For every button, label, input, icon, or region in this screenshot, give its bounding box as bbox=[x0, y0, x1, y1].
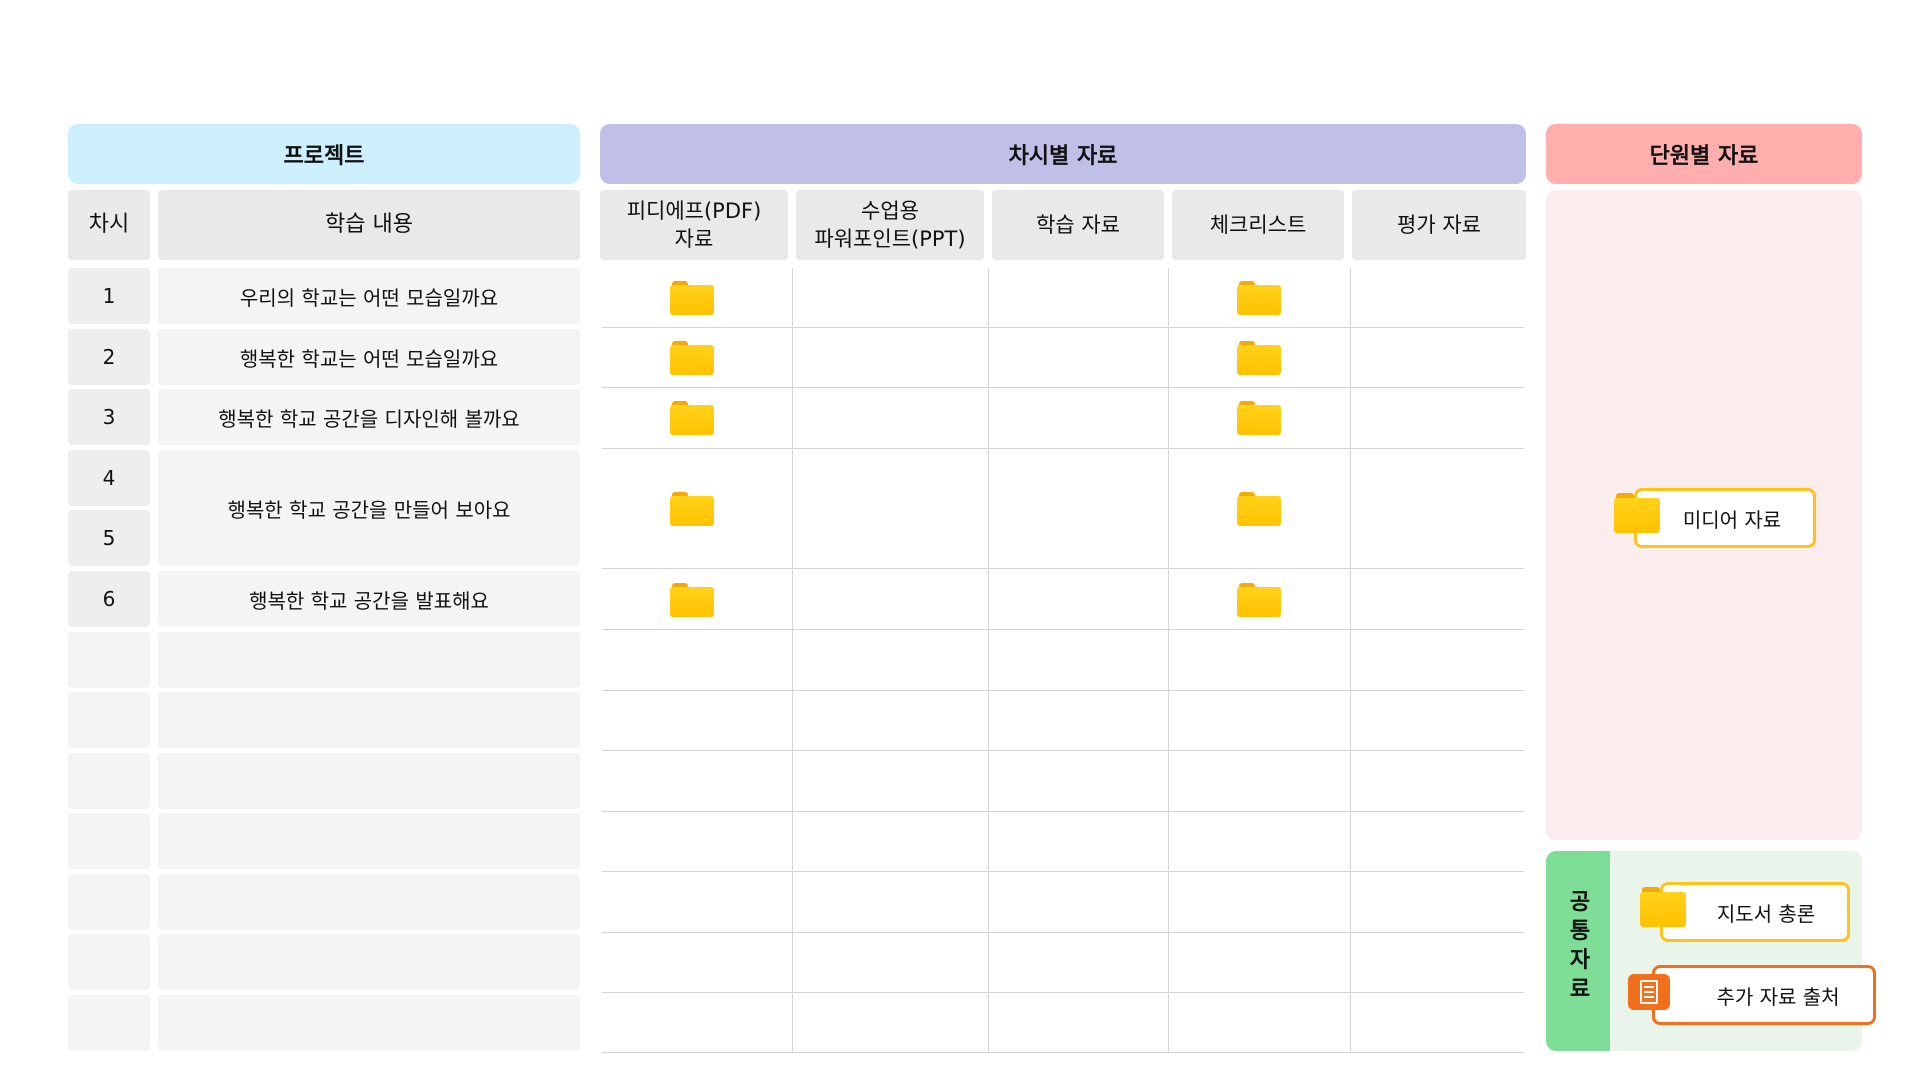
empty-content-cell bbox=[158, 813, 580, 869]
folder-icon[interactable] bbox=[1237, 401, 1281, 435]
lesson-number: 2 bbox=[68, 329, 150, 385]
folder-icon bbox=[1614, 493, 1660, 533]
teacher-guide-button[interactable]: 지도서 총론 bbox=[1660, 882, 1850, 942]
empty-number-cell bbox=[68, 934, 150, 990]
empty-number-cell bbox=[68, 753, 150, 809]
empty-content-cell bbox=[158, 692, 580, 748]
lesson-content: 우리의 학교는 어떤 모습일까요 bbox=[158, 268, 580, 324]
lesson-content: 행복한 학교는 어떤 모습일까요 bbox=[158, 329, 580, 385]
folder-icon[interactable] bbox=[1237, 492, 1281, 526]
ppt-column-header: 수업용 파워포인트(PPT) bbox=[796, 190, 984, 260]
folder-icon[interactable] bbox=[670, 401, 714, 435]
additional-sources-label: 추가 자료 출처 bbox=[1716, 984, 1840, 1009]
lesson-number: 1 bbox=[68, 268, 150, 324]
folder-icon[interactable] bbox=[1237, 341, 1281, 375]
document-icon bbox=[1628, 974, 1670, 1010]
additional-sources-button[interactable]: 추가 자료 출처 bbox=[1652, 965, 1876, 1025]
lesson-materials-header: 차시별 자료 bbox=[600, 124, 1526, 184]
empty-content-cell bbox=[158, 874, 580, 930]
unit-materials-header: 단원별 자료 bbox=[1546, 124, 1862, 184]
lesson-number: 5 bbox=[68, 510, 150, 566]
empty-number-cell bbox=[68, 632, 150, 688]
folder-icon[interactable] bbox=[1237, 583, 1281, 617]
media-materials-label: 미디어 자료 bbox=[1682, 507, 1782, 532]
media-materials-button[interactable]: 미디어 자료 bbox=[1634, 488, 1816, 548]
folder-icon bbox=[1640, 887, 1686, 927]
folder-icon[interactable] bbox=[670, 583, 714, 617]
folder-icon[interactable] bbox=[670, 281, 714, 315]
empty-number-cell bbox=[68, 813, 150, 869]
study-material-column-header: 학습 자료 bbox=[992, 190, 1164, 260]
teacher-guide-label: 지도서 총론 bbox=[1716, 901, 1816, 926]
common-materials-title: 공통 자료 bbox=[1569, 890, 1591, 1002]
assessment-column-header: 평가 자료 bbox=[1352, 190, 1526, 260]
lesson-content: 행복한 학교 공간을 만들어 보아요 bbox=[158, 450, 580, 566]
lesson-content: 행복한 학교 공간을 발표해요 bbox=[158, 571, 580, 627]
project-header: 프로젝트 bbox=[68, 124, 580, 184]
empty-number-cell bbox=[68, 874, 150, 930]
empty-content-cell bbox=[158, 934, 580, 990]
pdf-column-header: 피디에프(PDF) 자료 bbox=[600, 190, 788, 260]
empty-content-cell bbox=[158, 632, 580, 688]
lesson-number: 3 bbox=[68, 389, 150, 445]
folder-icon[interactable] bbox=[1237, 281, 1281, 315]
folder-icon[interactable] bbox=[670, 341, 714, 375]
lesson-number-column-header: 차시 bbox=[68, 190, 150, 260]
lesson-number: 6 bbox=[68, 571, 150, 627]
checklist-column-header: 체크리스트 bbox=[1172, 190, 1344, 260]
common-materials-tab bbox=[1546, 851, 1610, 1051]
lesson-number: 4 bbox=[68, 450, 150, 506]
lesson-content-column-header: 학습 내용 bbox=[158, 190, 580, 260]
empty-content-cell bbox=[158, 753, 580, 809]
folder-icon[interactable] bbox=[670, 492, 714, 526]
empty-number-cell bbox=[68, 995, 150, 1051]
empty-number-cell bbox=[68, 692, 150, 748]
empty-content-cell bbox=[158, 995, 580, 1051]
lesson-content: 행복한 학교 공간을 디자인해 볼까요 bbox=[158, 389, 580, 445]
